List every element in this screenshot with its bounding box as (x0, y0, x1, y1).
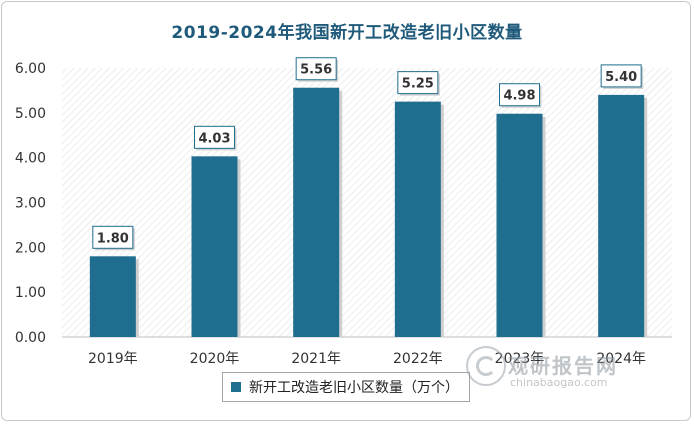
plot-background (62, 68, 672, 337)
data-label: 1.80 (97, 231, 129, 246)
x-tick-label: 2021年 (291, 351, 341, 367)
chart-title: 2019-2024年我国新开工改造老旧小区数量 (171, 23, 523, 43)
data-label-box (295, 57, 337, 81)
data-label: 5.25 (402, 77, 434, 92)
data-label-box (499, 83, 540, 107)
y-tick-label: 4.00 (15, 151, 46, 167)
bar (191, 156, 238, 337)
y-axis-ticks: 0.00 1.00 2.00 3.00 4.00 5.00 6.00 (15, 61, 46, 346)
logo-icon (466, 346, 506, 386)
watermark-brand: 观研报告网 (508, 354, 618, 378)
data-label-box (600, 64, 642, 88)
bar (293, 87, 340, 337)
data-label-box (397, 71, 439, 95)
data-label-box (194, 125, 235, 149)
x-tick-label: 2020年 (190, 351, 240, 367)
bar (496, 113, 543, 337)
data-labels: 1.80 4.03 5.56 5.25 4.98 5.40 (92, 57, 644, 251)
data-label: 5.56 (300, 63, 332, 78)
legend-label: 新开工改造老旧小区数量（万个） (249, 380, 459, 396)
y-tick-label: 6.00 (15, 61, 46, 77)
bars (89, 87, 648, 338)
y-tick-label: 2.00 (15, 240, 46, 256)
data-label-box (92, 225, 134, 249)
y-tick-label: 0.00 (15, 330, 46, 346)
watermark-url: chinabaogao.com (510, 376, 608, 389)
y-tick-label: 1.00 (15, 285, 46, 301)
data-label: 4.98 (503, 89, 535, 104)
x-axis-ticks: 2019年 2020年 2021年 2022年 2023年 2024年 (88, 351, 646, 367)
x-tick-label: 2024年 (596, 351, 646, 367)
data-label: 5.40 (605, 70, 637, 85)
watermark: 观研报告网 chinabaogao.com (466, 344, 636, 394)
data-label: 4.03 (198, 131, 230, 146)
x-tick-label: 2023年 (495, 351, 545, 367)
bar (394, 101, 441, 337)
x-tick-label: 2019年 (88, 351, 138, 367)
bar (89, 256, 136, 337)
y-tick-label: 5.00 (15, 106, 46, 122)
legend-swatch (231, 382, 241, 392)
bar (598, 94, 645, 338)
legend: 新开工改造老旧小区数量（万个） (222, 372, 470, 402)
y-tick-label: 3.00 (15, 196, 46, 212)
plot-area (62, 68, 672, 338)
x-tick-label: 2022年 (393, 351, 443, 367)
